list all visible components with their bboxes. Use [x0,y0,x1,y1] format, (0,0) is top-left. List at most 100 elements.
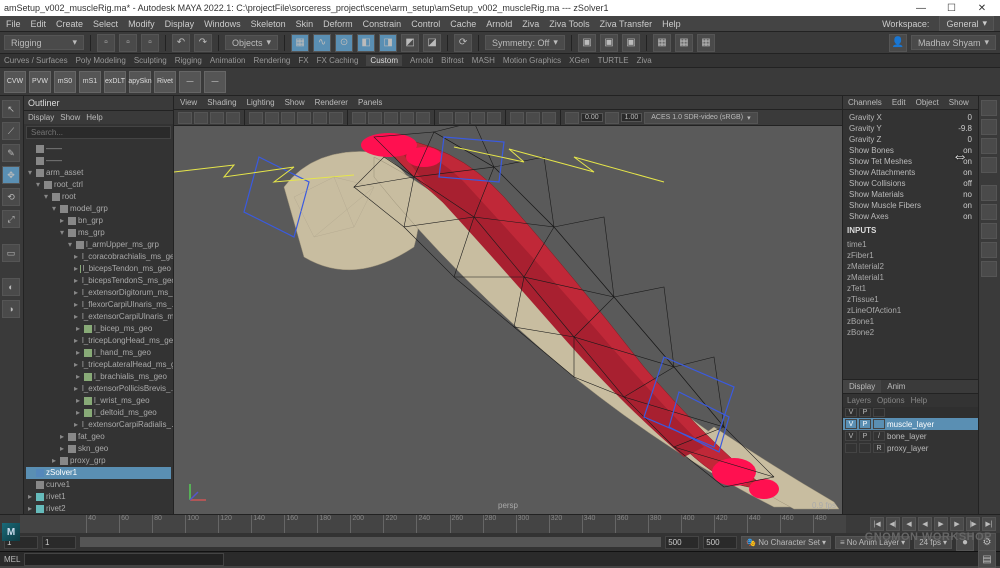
menu-item[interactable]: Help [662,19,681,29]
new-scene-icon[interactable]: ▫ [97,34,115,52]
render-settings-icon[interactable]: ▣ [622,34,640,52]
vp-toolbar-icon[interactable] [487,112,501,124]
colorspace-dropdown[interactable]: ACES 1.0 SDR-video (sRGB)▾ [644,112,757,124]
outliner-item[interactable]: zSolver1 [26,467,171,479]
outliner-menu[interactable]: Help [86,113,102,122]
outliner-item[interactable]: ▾ms_grp [26,227,171,239]
ui-toggle-icon[interactable] [981,185,997,201]
channel-attribute-row[interactable]: Show Collisionsoff [847,178,974,189]
viewport-menu[interactable]: Shading [207,98,236,107]
script-editor-button[interactable]: ▤ [978,550,996,568]
input-node[interactable]: zMaterial2 [847,261,974,272]
symmetry-tool[interactable]: ◑ [2,300,20,318]
channel-attribute-row[interactable]: Gravity Z0 [847,134,974,145]
shelf-tab[interactable]: Motion Graphics [503,56,561,65]
vp-toolbar-icon[interactable] [471,112,485,124]
range-start-field[interactable] [42,536,76,549]
ipr-icon[interactable]: ▣ [600,34,618,52]
move-tool[interactable]: ✥ [2,166,20,184]
menu-item[interactable]: Modify [128,19,155,29]
outliner-item[interactable]: ▸l_coracobrachialis_ms_ge… [26,251,171,263]
step-back-button[interactable]: ◀ [902,517,916,531]
outliner-item[interactable]: ▸rivet1 [26,491,171,503]
shelf-tab[interactable]: Poly Modeling [76,56,126,65]
vp-toolbar-icon[interactable] [400,112,414,124]
command-input[interactable] [24,553,224,566]
outliner-item[interactable]: ▸l_bicep_ms_geo [26,323,171,335]
viewport-menu[interactable]: Lighting [247,98,275,107]
input-node[interactable]: time1 [847,239,974,250]
user-dropdown[interactable]: Madhav Shyam▾ [911,35,996,50]
channel-attribute-row[interactable]: Show Materialsno [847,189,974,200]
input-node[interactable]: zTissue1 [847,294,974,305]
show-tab[interactable]: Show [944,96,974,109]
time-slider[interactable]: 4060801001201401601802002202402602803003… [0,515,1000,533]
menu-item[interactable]: Select [93,19,118,29]
outliner-item[interactable]: ▾root [26,191,171,203]
attribute-editor-icon[interactable] [981,100,997,116]
vp-toolbar-icon[interactable] [455,112,469,124]
ui-toggle-icon[interactable] [981,261,997,277]
shelf-tab[interactable]: Rendering [253,56,290,65]
shelf-tab[interactable]: MASH [472,56,495,65]
channel-attribute-row[interactable]: Show Muscle Fiberson [847,200,974,211]
step-forward-key-button[interactable]: |▶ [966,517,980,531]
play-back-button[interactable]: ◀ [918,517,932,531]
shelf-tab-active[interactable]: Custom [366,55,402,66]
vp-toolbar-icon[interactable] [565,112,579,124]
outliner-item[interactable]: ▸l_bicepsTendonS_ms_geo [26,275,171,287]
select-mode-dropdown[interactable]: Objects▾ [225,35,278,50]
menu-item[interactable]: Ziva Transfer [600,19,653,29]
range-end-field[interactable] [665,536,699,549]
channel-box-icon[interactable] [981,138,997,154]
vp-toolbar-icon[interactable] [352,112,366,124]
account-icon[interactable]: 👤 [889,34,907,52]
shelf-button[interactable]: — [179,71,201,93]
display-layers-tab[interactable]: Display [843,380,881,393]
step-back-key-button[interactable]: ◀| [886,517,900,531]
outliner-item[interactable]: ▸l_brachialis_ms_geo [26,371,171,383]
range-slider[interactable] [80,537,661,547]
vp-toolbar-icon[interactable] [178,112,192,124]
channel-attribute-row[interactable]: Show Tet Mesheson [847,156,974,167]
outliner-item[interactable]: ▾l_armUpper_ms_grp [26,239,171,251]
menu-item[interactable]: Deform [323,19,353,29]
input-node[interactable]: zLineOfAction1 [847,305,974,316]
outliner-item[interactable]: ▸rivet2 [26,503,171,514]
vp-toolbar-icon[interactable] [526,112,540,124]
outliner-item[interactable]: ▾model_grp [26,203,171,215]
character-set-dropdown[interactable]: 🎭 No Character Set ▾ [741,536,831,549]
vp-toolbar-icon[interactable] [210,112,224,124]
shelf-tab[interactable]: Animation [210,56,246,65]
vp-toolbar-icon[interactable] [368,112,382,124]
vp-toolbar-icon[interactable] [384,112,398,124]
vp-toolbar-icon[interactable] [605,112,619,124]
gamma-field[interactable]: 1.00 [621,113,643,122]
menu-item[interactable]: Skeleton [251,19,286,29]
menu-item[interactable]: Skin [296,19,314,29]
vp-toolbar-icon[interactable] [226,112,240,124]
input-node[interactable]: zBone1 [847,316,974,327]
construction-history-icon[interactable]: ⟳ [454,34,472,52]
snap-curve-icon[interactable]: ∿ [313,34,331,52]
layers-menu[interactable]: Layers [847,396,871,405]
outliner-item[interactable]: —— [26,155,171,167]
menu-item[interactable]: Constrain [363,19,402,29]
save-scene-icon[interactable]: ▫ [141,34,159,52]
display-layer-row[interactable]: VP/bone_layer [843,430,978,442]
outliner-menu[interactable]: Display [28,113,54,122]
channel-attribute-row[interactable]: Show Axeson [847,211,974,222]
snap-plane-icon[interactable]: ◧ [357,34,375,52]
shelf-tab[interactable]: Bifrost [441,56,464,65]
outliner-item[interactable]: ▸fat_geo [26,431,171,443]
modeling-toolkit-icon[interactable] [981,157,997,173]
menu-item[interactable]: File [6,19,21,29]
snap-view-icon[interactable]: ◨ [379,34,397,52]
panel-layout-icon[interactable]: ▦ [675,34,693,52]
viewport-menu[interactable]: Renderer [315,98,348,107]
vp-toolbar-icon[interactable] [510,112,524,124]
menu-item[interactable]: Control [411,19,440,29]
channel-attribute-row[interactable]: Show Boneson [847,145,974,156]
outliner-item[interactable]: ▸l_extensorPollicisBrevis_… [26,383,171,395]
vp-toolbar-icon[interactable] [313,112,327,124]
